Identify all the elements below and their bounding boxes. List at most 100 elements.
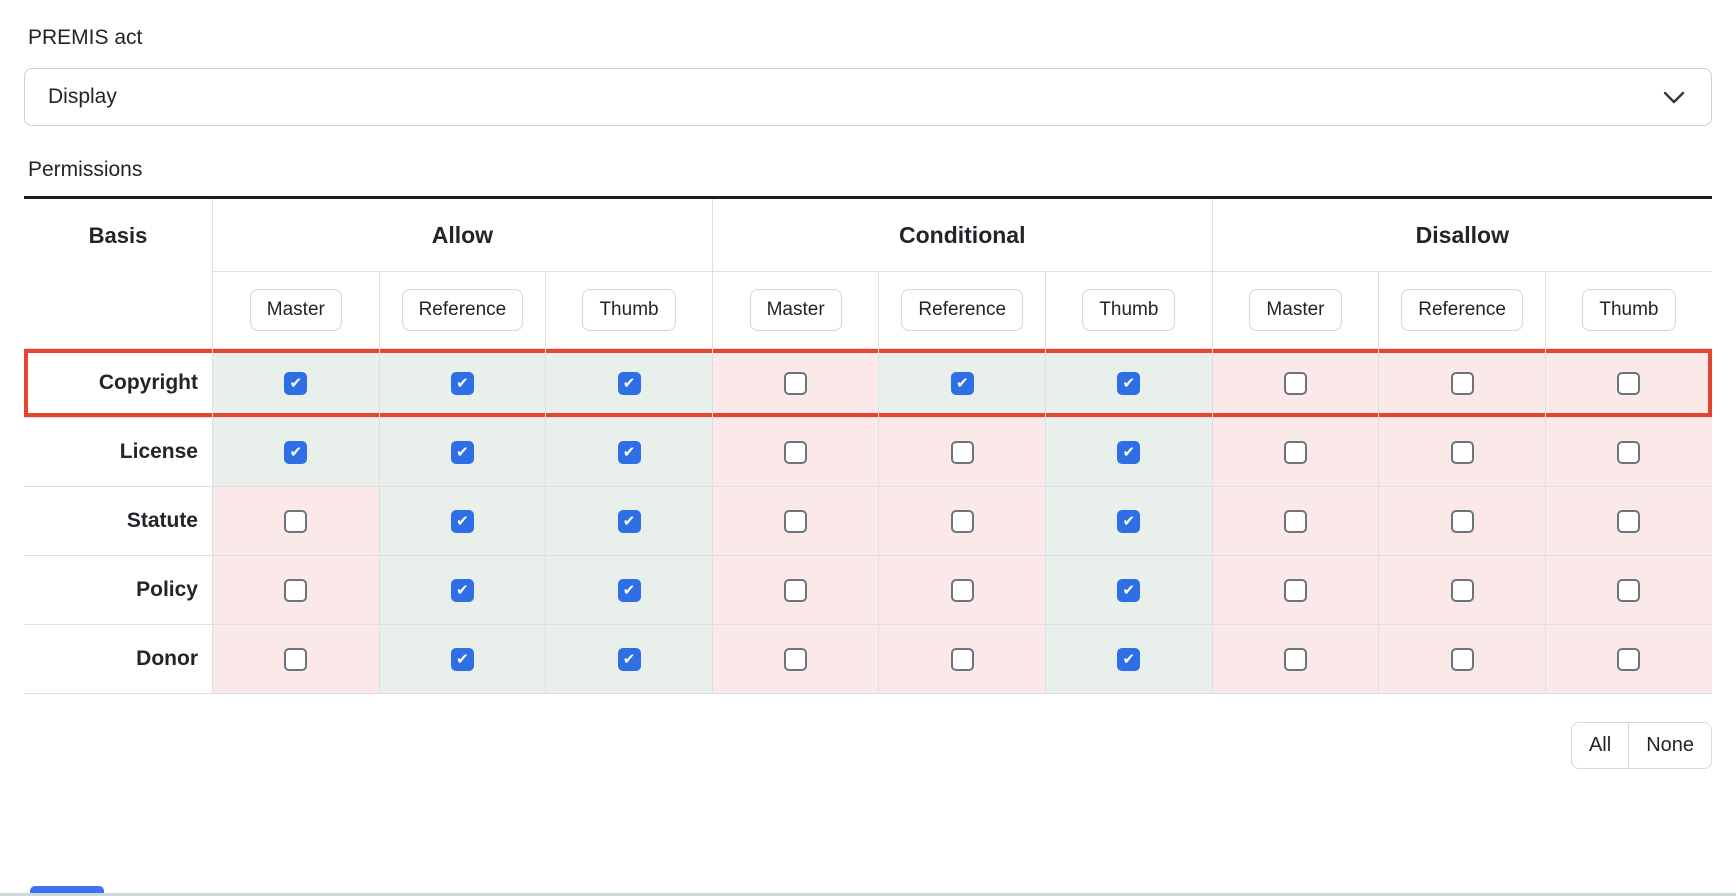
permissions-table: Basis Allow Conditional Disallow Master Ref… — [23, 198, 1713, 694]
checkbox-license-allow-reference[interactable] — [450, 440, 474, 464]
table-row-license: License — [23, 417, 1713, 487]
permission-cell — [878, 348, 1047, 418]
permission-cell — [878, 624, 1047, 694]
basis-row-header: Donor — [23, 624, 213, 694]
table-row-copyright: Copyright — [23, 348, 1713, 418]
basis-row-header: License — [23, 417, 213, 487]
checkbox-copyright-conditional-thumb[interactable] — [1117, 371, 1141, 395]
checkbox-donor-allow-reference[interactable] — [450, 647, 474, 671]
checkbox-statute-disallow-master[interactable] — [1283, 509, 1307, 533]
permission-cell — [1544, 624, 1713, 694]
permission-cell — [1045, 555, 1213, 625]
checkbox-copyright-allow-reference[interactable] — [450, 371, 474, 395]
checkbox-donor-allow-thumb[interactable] — [617, 647, 641, 671]
checkbox-policy-disallow-thumb[interactable] — [1617, 578, 1641, 602]
checkbox-policy-allow-master[interactable] — [284, 578, 308, 602]
checkbox-license-disallow-master[interactable] — [1283, 440, 1307, 464]
checkbox-license-disallow-thumb[interactable] — [1617, 440, 1641, 464]
checkbox-statute-allow-reference[interactable] — [450, 509, 474, 533]
permission-cell — [878, 555, 1047, 625]
premis-act-select[interactable]: Display — [24, 68, 1712, 126]
bulk-actions: All None — [24, 722, 1712, 769]
sub-header-cell: Thumb — [1045, 271, 1213, 349]
permission-cell — [1544, 486, 1713, 556]
checkbox-statute-allow-thumb[interactable] — [617, 509, 641, 533]
checkbox-license-allow-thumb[interactable] — [617, 440, 641, 464]
checkbox-donor-conditional-reference[interactable] — [950, 647, 974, 671]
permission-cell — [711, 417, 880, 487]
checkbox-statute-conditional-master[interactable] — [784, 509, 808, 533]
checkbox-policy-conditional-thumb[interactable] — [1117, 578, 1141, 602]
group-header-row: Basis Allow Conditional Disallow — [23, 198, 1713, 349]
permission-cell — [378, 417, 547, 487]
permission-cell — [1045, 486, 1213, 556]
checkbox-policy-conditional-master[interactable] — [784, 578, 808, 602]
checkbox-copyright-disallow-reference[interactable] — [1450, 371, 1474, 395]
subcolumn-button-thumb[interactable]: Thumb — [1082, 289, 1176, 331]
subcolumn-button-thumb[interactable]: Thumb — [582, 289, 676, 331]
permission-cell — [878, 417, 1047, 487]
permission-cell — [1378, 417, 1546, 487]
checkbox-policy-disallow-reference[interactable] — [1450, 578, 1474, 602]
subcolumn-button-thumb[interactable]: Thumb — [1582, 289, 1676, 331]
permission-cell — [378, 555, 547, 625]
permission-cell — [711, 624, 880, 694]
sub-header-cell: Master — [711, 271, 880, 349]
checkbox-policy-allow-thumb[interactable] — [617, 578, 641, 602]
permission-cell — [1211, 624, 1380, 694]
checkbox-copyright-allow-thumb[interactable] — [617, 371, 641, 395]
checkbox-license-conditional-thumb[interactable] — [1117, 440, 1141, 464]
checkbox-copyright-conditional-reference[interactable] — [950, 371, 974, 395]
subcolumn-button-reference[interactable]: Reference — [901, 289, 1024, 331]
checkbox-statute-conditional-thumb[interactable] — [1117, 509, 1141, 533]
permission-cell — [1211, 555, 1380, 625]
checkbox-policy-allow-reference[interactable] — [450, 578, 474, 602]
subcolumn-button-reference[interactable]: Reference — [1401, 289, 1523, 331]
select-none-button[interactable]: None — [1629, 722, 1712, 769]
sub-header-cell: Reference — [1378, 271, 1546, 349]
subcolumn-button-master[interactable]: Master — [749, 289, 842, 331]
checkbox-donor-allow-master[interactable] — [284, 647, 308, 671]
permission-cell — [1378, 486, 1546, 556]
select-all-button[interactable]: All — [1570, 722, 1630, 769]
checkbox-donor-conditional-master[interactable] — [784, 647, 808, 671]
checkbox-statute-disallow-thumb[interactable] — [1617, 509, 1641, 533]
permission-cell — [545, 624, 713, 694]
permission-cell — [1045, 417, 1213, 487]
sub-header-cell: Thumb — [545, 271, 713, 349]
checkbox-donor-conditional-thumb[interactable] — [1117, 647, 1141, 671]
checkbox-policy-conditional-reference[interactable] — [950, 578, 974, 602]
checkbox-statute-disallow-reference[interactable] — [1450, 509, 1474, 533]
checkbox-donor-disallow-reference[interactable] — [1450, 647, 1474, 671]
checkbox-license-allow-master[interactable] — [284, 440, 308, 464]
permission-cell — [545, 348, 713, 418]
sub-header-row: Master Reference Thumb Master Reference Thumb… — [24, 271, 1713, 349]
sub-header-cell: Thumb — [1544, 271, 1713, 349]
table-row-statute: Statute — [23, 486, 1713, 556]
permission-cell — [1045, 624, 1213, 694]
checkbox-copyright-allow-master[interactable] — [284, 371, 308, 395]
checkbox-statute-conditional-reference[interactable] — [950, 509, 974, 533]
permission-cell — [1544, 417, 1713, 487]
checkbox-license-conditional-master[interactable] — [784, 440, 808, 464]
permission-cell — [878, 486, 1047, 556]
checkbox-copyright-conditional-master[interactable] — [784, 371, 808, 395]
subcolumn-button-master[interactable]: Master — [1249, 289, 1342, 331]
permission-cell — [1045, 348, 1213, 418]
subcolumn-button-master[interactable]: Master — [249, 289, 342, 331]
permission-cell — [1211, 348, 1380, 418]
checkbox-copyright-disallow-thumb[interactable] — [1617, 371, 1641, 395]
checkbox-donor-disallow-master[interactable] — [1283, 647, 1307, 671]
checkbox-donor-disallow-thumb[interactable] — [1617, 647, 1641, 671]
checkbox-policy-disallow-master[interactable] — [1283, 578, 1307, 602]
subcolumn-button-reference[interactable]: Reference — [401, 289, 524, 331]
table-row-donor: Donor — [23, 624, 1713, 694]
basis-row-header: Statute — [23, 486, 213, 556]
checkbox-license-disallow-reference[interactable] — [1450, 440, 1474, 464]
checkbox-statute-allow-master[interactable] — [284, 509, 308, 533]
basis-row-header: Copyright — [23, 348, 213, 418]
table-row-policy: Policy — [23, 555, 1713, 625]
checkbox-license-conditional-reference[interactable] — [950, 440, 974, 464]
checkbox-copyright-disallow-master[interactable] — [1283, 371, 1307, 395]
premis-act-label: PREMIS act — [28, 26, 143, 49]
